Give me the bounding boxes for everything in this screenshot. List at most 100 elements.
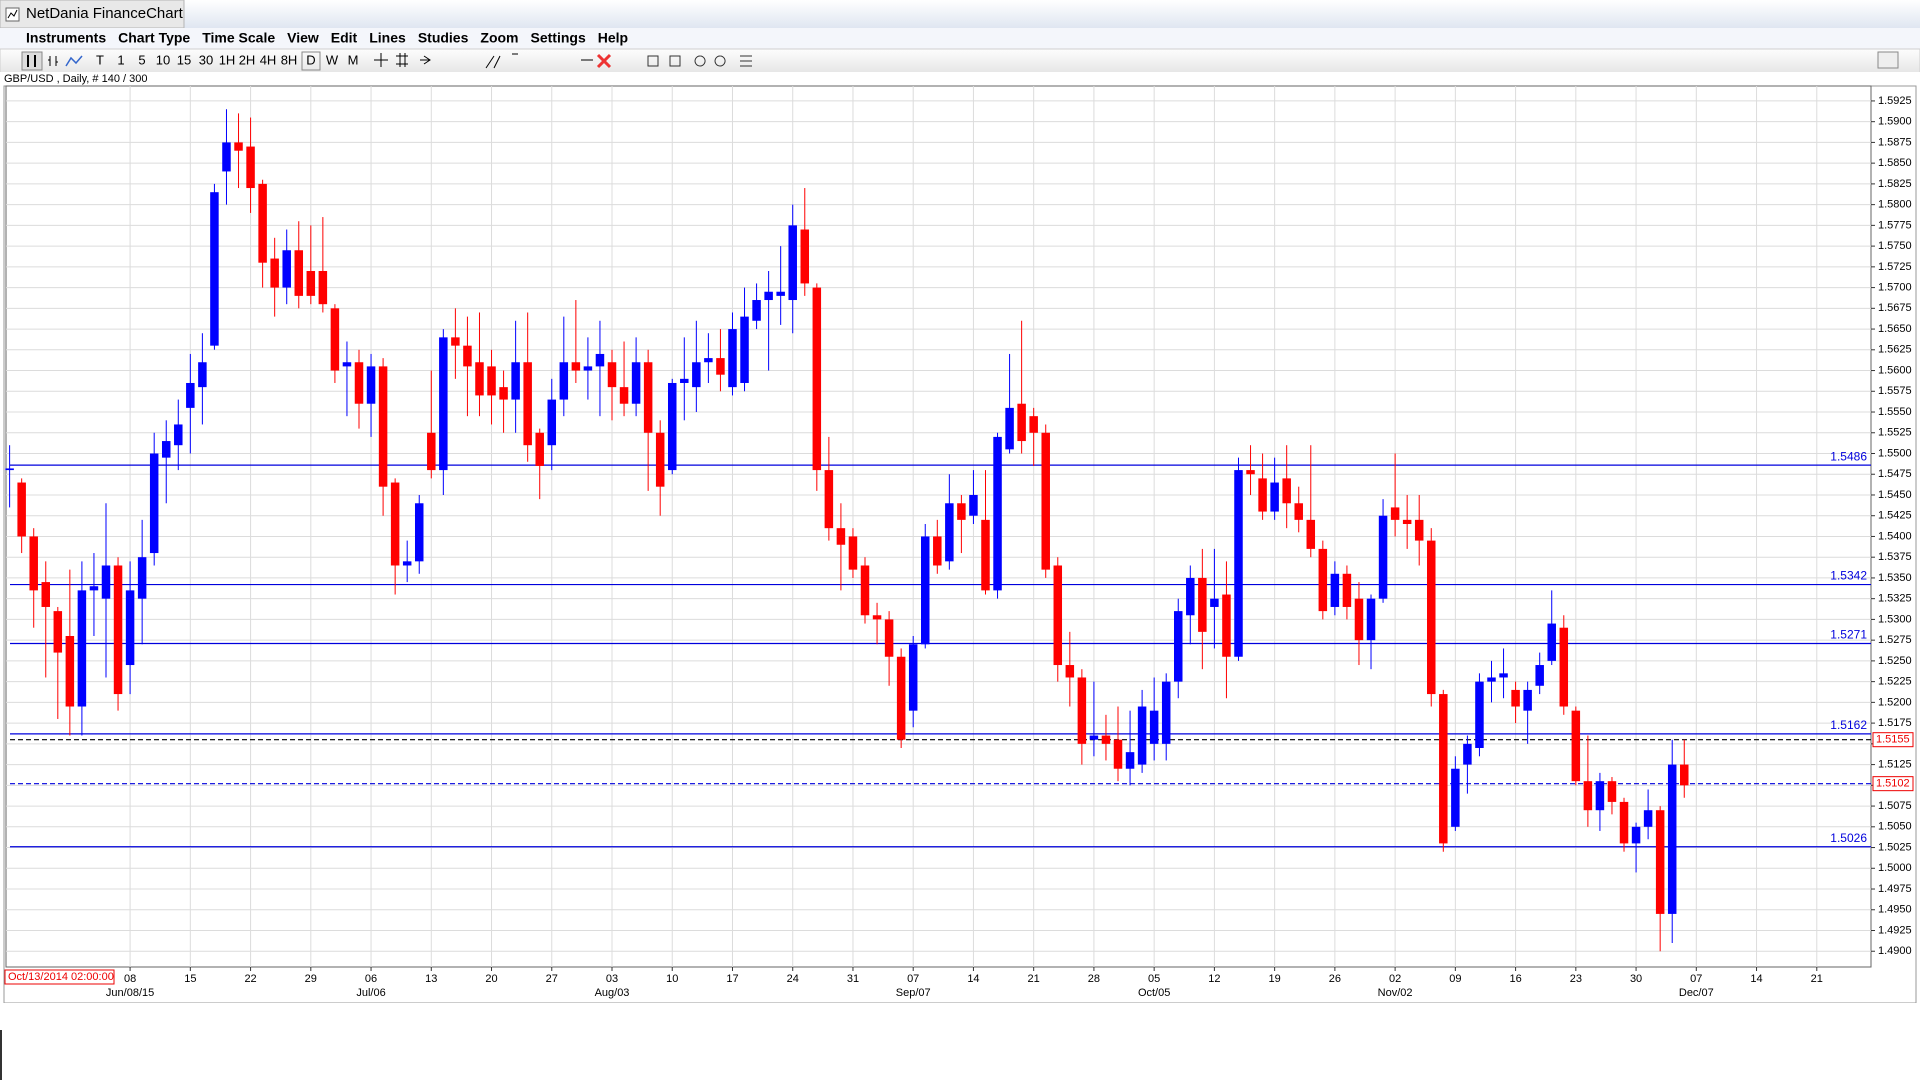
toolbar-button[interactable]: D <box>306 52 315 67</box>
panel-toggle[interactable] <box>1877 51 1899 69</box>
toolbar-button[interactable]: 30 <box>199 52 213 67</box>
x-month-label: Jul/06 <box>356 987 385 999</box>
menu-item[interactable]: Chart Type <box>118 30 190 46</box>
window-title: NetDania FinanceChart <box>26 5 184 22</box>
level-label: 1.5026 <box>1830 831 1867 845</box>
y-tick-label: 1.5300 <box>1878 613 1912 625</box>
y-tick-label: 1.5750 <box>1878 240 1912 252</box>
status-area <box>0 1003 1920 1080</box>
y-tick-label: 1.5575 <box>1878 385 1912 397</box>
candle-body <box>631 362 641 404</box>
x-tick-label: 06 <box>365 973 377 985</box>
toolbar-button[interactable]: 5 <box>138 52 145 67</box>
x-tick-label: 05 <box>1148 973 1160 985</box>
candle-body <box>390 482 400 566</box>
toolbar-button[interactable]: 4H <box>260 52 277 67</box>
x-tick-label: 14 <box>1750 973 1762 985</box>
x-tick-label: 14 <box>967 973 979 985</box>
delete-icon[interactable] <box>596 53 612 69</box>
toolbar-button[interactable]: 2H <box>239 52 256 67</box>
y-tick-label: 1.4925 <box>1878 924 1912 936</box>
candle-body <box>306 270 316 296</box>
candle-body <box>1222 594 1231 657</box>
cursor-date: Oct/13/2014 02:00:00 <box>8 971 114 983</box>
y-tick-label: 1.5375 <box>1878 551 1912 563</box>
candle-body <box>1125 752 1135 769</box>
candle-body <box>1607 781 1617 802</box>
level-label: 1.5342 <box>1830 569 1867 583</box>
x-tick-label: 21 <box>1028 973 1040 985</box>
line-icon[interactable] <box>65 55 83 67</box>
candle-body <box>1318 548 1328 612</box>
menu-item[interactable]: Help <box>598 30 628 46</box>
x-month-label: Dec/07 <box>1679 987 1714 999</box>
menu-item[interactable]: Instruments <box>26 30 106 46</box>
candle-body <box>330 308 340 371</box>
y-tick-label: 1.5675 <box>1878 302 1912 314</box>
tool-icons[interactable] <box>374 53 431 67</box>
y-tick-label: 1.5050 <box>1878 821 1912 833</box>
candle-body <box>270 258 279 288</box>
candle-body <box>655 432 665 487</box>
candle-body <box>1667 764 1677 914</box>
candle-body <box>848 536 858 570</box>
toolbar-button[interactable]: 8H <box>281 52 298 67</box>
candle-body <box>1619 801 1629 844</box>
candle-body <box>41 582 51 607</box>
candle-tool[interactable] <box>21 51 43 71</box>
candle-body <box>282 250 291 288</box>
candle-body <box>1210 598 1219 607</box>
candle-body <box>981 519 990 591</box>
x-tick-label: 30 <box>1630 973 1642 985</box>
candle-body <box>1342 573 1352 607</box>
tool-icons-3[interactable] <box>647 55 752 67</box>
x-tick-label: 02 <box>1389 973 1401 985</box>
x-month-label: Oct/05 <box>1138 987 1170 999</box>
candle-body <box>788 225 797 301</box>
toolbar-button[interactable]: 15 <box>177 52 191 67</box>
candle-body <box>1427 540 1436 695</box>
candle-body <box>1077 677 1087 744</box>
candle-body <box>1053 565 1063 666</box>
candle-body <box>1354 598 1364 641</box>
candle-body <box>523 362 532 446</box>
toolbar-button[interactable]: T <box>96 52 104 67</box>
toolbar-button[interactable]: 1 <box>117 52 124 67</box>
toolbar-button[interactable]: 10 <box>156 52 170 67</box>
x-tick-label: 07 <box>1690 973 1702 985</box>
x-tick-label: 26 <box>1329 973 1341 985</box>
bar-icon[interactable] <box>48 56 58 66</box>
candle-body <box>1198 577 1207 632</box>
toolbar-button[interactable]: 1H <box>219 52 236 67</box>
title-bar <box>0 0 1920 28</box>
toolbar-button[interactable]: M <box>348 52 359 67</box>
menu-item[interactable]: Edit <box>331 30 358 46</box>
x-tick-label: 24 <box>787 973 799 985</box>
toolbar-button[interactable]: W <box>326 52 339 67</box>
candle-body <box>378 366 388 487</box>
candle-body <box>511 362 520 400</box>
menu-item[interactable]: Time Scale <box>202 30 275 46</box>
candle-icon <box>27 55 36 67</box>
y-tick-label: 1.5025 <box>1878 841 1912 853</box>
y-tick-label: 1.5125 <box>1878 758 1912 770</box>
y-tick-label: 1.5600 <box>1878 364 1912 376</box>
menu-item[interactable]: Lines <box>369 30 406 46</box>
candle-body <box>716 358 725 375</box>
tool-icons-2[interactable] <box>485 53 611 69</box>
y-tick-label: 1.5225 <box>1878 676 1912 688</box>
candle-body <box>1643 810 1653 827</box>
menu-item[interactable]: Settings <box>531 30 586 46</box>
title-tab <box>0 0 185 29</box>
menu-item[interactable]: Zoom <box>480 30 518 46</box>
candle-body <box>53 611 63 653</box>
candle-body <box>1089 735 1099 740</box>
menu-item[interactable]: Studies <box>418 30 469 46</box>
candle-body <box>198 362 207 388</box>
candle-body <box>354 362 364 404</box>
candle-body <box>1583 781 1593 811</box>
candle-body <box>1065 665 1075 678</box>
x-month-label: Aug/03 <box>595 987 630 999</box>
menu-item[interactable]: View <box>287 30 319 46</box>
